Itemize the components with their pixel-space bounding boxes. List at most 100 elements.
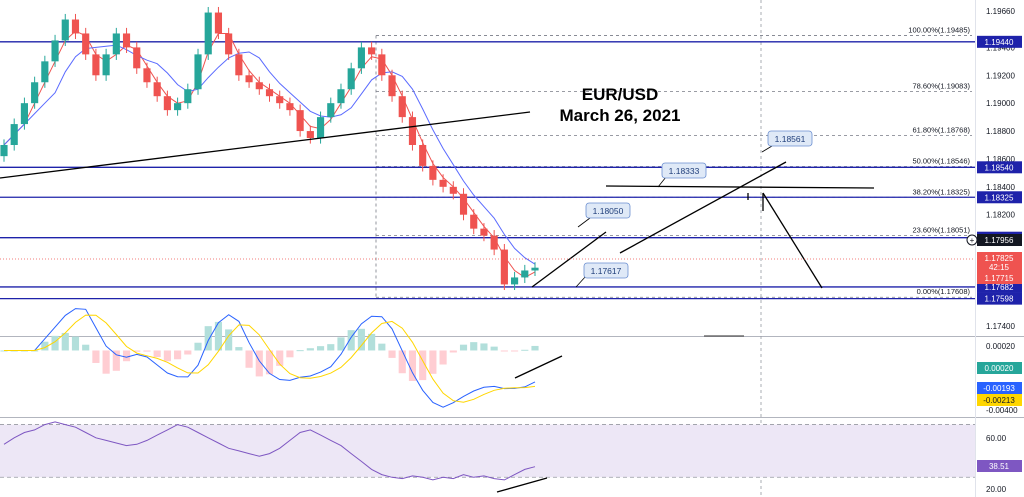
macd-histogram-bar xyxy=(470,342,478,351)
current-price: 1.17825 xyxy=(985,254,1014,263)
price-tick: 1.18600 xyxy=(986,155,1015,164)
macd-histogram-bar xyxy=(122,350,131,362)
macd-histogram-bar xyxy=(194,342,202,351)
level-badge: 1.17682 xyxy=(985,283,1014,292)
candle-body xyxy=(296,110,304,132)
price-tick: 1.19400 xyxy=(986,43,1015,52)
macd-histogram-bar xyxy=(245,350,253,368)
macd-histogram-bar xyxy=(439,350,447,365)
macd-signal-badge-bg xyxy=(977,394,1022,406)
candle-body xyxy=(357,47,365,69)
candle-body xyxy=(449,186,457,194)
rsi-band xyxy=(0,424,975,478)
macd-layer xyxy=(0,308,539,408)
macd-histogram-bar xyxy=(41,341,49,351)
macd-histogram-bar xyxy=(316,346,325,351)
title-line-1: EUR/USD xyxy=(582,85,659,104)
macd-histogram-bar xyxy=(276,350,284,366)
macd-histogram-bar xyxy=(102,350,110,374)
candle-body xyxy=(327,103,335,118)
candle-body xyxy=(245,75,253,83)
macd-histogram-bar xyxy=(327,344,335,351)
candle-body xyxy=(255,82,263,90)
callout-2[interactable]: 1.18333 xyxy=(657,162,707,188)
price-pane[interactable] xyxy=(0,0,975,336)
candle-body xyxy=(480,228,488,236)
macd-tick-1: -0.00400 xyxy=(986,406,1018,415)
rsi-divergence-line[interactable] xyxy=(496,477,548,493)
callout-4[interactable]: 1.17617 xyxy=(575,262,629,288)
level-badge: 1.17598 xyxy=(985,295,1014,304)
crosshair-badge: + 1.17956 xyxy=(966,234,1022,246)
projection-line-1[interactable] xyxy=(531,231,607,288)
level-badge: 1.18325 xyxy=(985,193,1014,202)
macd-histogram-bar xyxy=(408,350,417,381)
candle-body xyxy=(531,267,539,271)
candle-body xyxy=(368,47,376,55)
drawings-layer xyxy=(0,111,875,493)
candle-body xyxy=(470,214,478,229)
candle-body xyxy=(378,54,386,76)
macd-hist-badge: 0.00020 xyxy=(985,364,1014,373)
candle-body xyxy=(194,54,202,90)
candle-body xyxy=(184,89,192,104)
current-price-badge: 1.17825 42:15 xyxy=(977,252,1022,272)
macd-histogram-bar xyxy=(143,350,151,352)
resistance-flat-line[interactable] xyxy=(605,185,875,189)
macd-histogram-bar xyxy=(306,348,314,351)
candle-body xyxy=(20,103,28,125)
macd-histogram-bar xyxy=(184,350,192,355)
rsi-tick-0: 60.00 xyxy=(986,434,1007,443)
macd-histogram-bar xyxy=(490,346,498,351)
candle-body xyxy=(347,68,355,90)
ma-slow-line xyxy=(3,44,536,265)
macd-histogram-bar xyxy=(368,333,376,351)
macd-histogram-bar xyxy=(357,328,365,351)
candle-body xyxy=(214,12,223,34)
rsi-layer xyxy=(3,421,536,481)
candle-body xyxy=(286,103,294,111)
fib-level-label: 78.60%(1.19083) xyxy=(912,82,970,91)
candle-body xyxy=(133,47,141,69)
callout-4-label: 1.17617 xyxy=(591,266,622,276)
candle-body xyxy=(143,68,151,83)
macd-histogram-bar xyxy=(521,349,529,351)
projection-line-2[interactable] xyxy=(619,161,787,254)
drop-projection-line[interactable] xyxy=(762,192,823,289)
macd-histogram-bar xyxy=(419,350,427,381)
level-badge-bg xyxy=(977,292,1022,305)
long-trendline[interactable] xyxy=(0,111,531,179)
macd-hist-badge-bg xyxy=(977,362,1022,374)
price-tick: 1.19000 xyxy=(986,99,1015,108)
macd-line-badge: -0.00193 xyxy=(983,384,1015,393)
macd-histogram-bar xyxy=(296,350,304,352)
candle-body xyxy=(0,144,8,157)
rsi-badge: 38.51 xyxy=(989,462,1010,471)
fib-level-label: 50.00%(1.18546) xyxy=(912,156,970,165)
candle-body xyxy=(61,19,69,41)
candle-body xyxy=(235,54,243,76)
candle-body xyxy=(459,193,468,215)
callout-1[interactable]: 1.18561 xyxy=(761,130,813,153)
secondary-price-badge: 1.17715 xyxy=(977,272,1022,284)
fib-level-label: 61.80%(1.18768) xyxy=(912,126,970,135)
fib-level-label: 0.00%(1.17608) xyxy=(917,287,971,296)
candle-body xyxy=(316,117,325,139)
macd-divergence-line[interactable] xyxy=(514,355,563,379)
macd-histogram-bar xyxy=(398,350,406,374)
price-tick: 1.19200 xyxy=(986,71,1015,80)
candle-body xyxy=(429,165,437,180)
callout-3[interactable]: 1.18050 xyxy=(577,202,631,228)
candle-body xyxy=(265,89,274,97)
macd-histogram-bar xyxy=(235,347,243,351)
macd-histogram-bar xyxy=(500,350,508,352)
candle-body xyxy=(82,33,90,55)
price-tick: 1.19660 xyxy=(986,7,1015,16)
rsi-line xyxy=(3,421,536,481)
candle-body xyxy=(122,33,131,48)
macd-signal-line xyxy=(4,314,536,403)
candle-body xyxy=(163,96,171,111)
title-line-2: March 26, 2021 xyxy=(560,106,681,125)
macd-histogram-bar xyxy=(531,345,539,351)
